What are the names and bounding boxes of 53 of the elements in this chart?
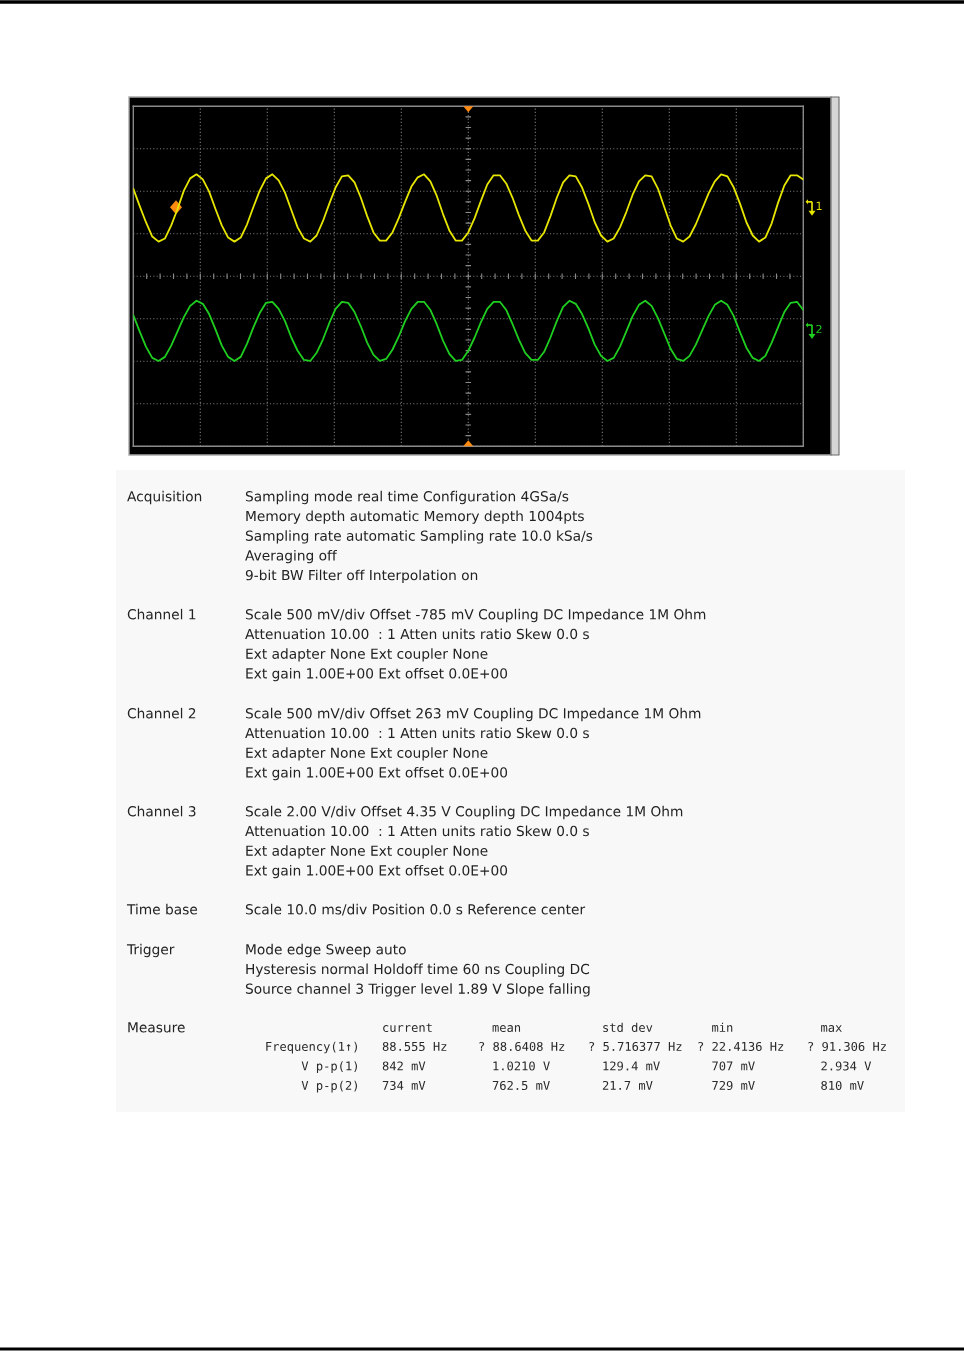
text: 734 mV	[382, 1080, 426, 1091]
text: 88.555 Hz	[382, 1041, 447, 1052]
text: Memory depth automatic Memory depth 1004pts	[246, 510, 584, 524]
text: Ext adapter None Ext coupler None	[246, 747, 488, 761]
text: Time base	[126, 903, 198, 915]
text: 810 mV	[821, 1080, 864, 1091]
text: ? 88.6408 Hz	[479, 1041, 565, 1052]
text: Attenuation 10.00 : 1 Atten units ratio Skew 0.0 s	[245, 825, 589, 837]
text: Attenuation 10.00 : 1 Atten units ratio Skew 0.0 s	[245, 727, 589, 739]
text: Ext adapter None Ext coupler None	[246, 845, 488, 859]
text: ? 5.716377 Hz	[589, 1041, 682, 1052]
text: 707 mV	[712, 1061, 755, 1071]
text: max	[821, 1025, 842, 1033]
text: 842 mV	[382, 1061, 426, 1071]
text: 2.934 V	[821, 1061, 872, 1071]
text: Channel 3	[127, 805, 196, 817]
text: Acquisition	[127, 490, 202, 505]
text: Averaging off	[245, 549, 337, 564]
text: Frequency(1↑)	[266, 1041, 357, 1054]
text: mean	[492, 1025, 521, 1033]
text: ? 91.306 Hz	[808, 1041, 886, 1052]
text: Scale 500 mV/div Offset 263 mV Coupling DC Impedance 1M Ohm	[245, 707, 701, 722]
text: V p-p(2)	[301, 1080, 357, 1093]
text: Scale 10.0 ms/div Position 0.0 s Reference center	[245, 903, 586, 916]
text: 129.4 mV	[603, 1061, 660, 1071]
text: Sampling rate automatic Sampling rate 10.0 kSa/s	[245, 530, 593, 544]
text: Ext gain 1.00E+00 Ext offset 0.0E+00	[246, 864, 508, 879]
text: V p-p(1)	[301, 1061, 357, 1073]
text: ? 22.4136 Hz	[698, 1041, 784, 1052]
text: Channel 1	[127, 608, 196, 620]
text: 9-bit BW Filter off Interpolation on	[245, 569, 478, 583]
text: 762.5 mV	[492, 1080, 550, 1091]
text: 729 mV	[712, 1080, 755, 1091]
text: Sampling mode real time Configuration 4GSa/s	[245, 490, 569, 505]
text: Measure	[128, 1022, 185, 1033]
text: Ext gain 1.00E+00 Ext offset 0.0E+00	[246, 667, 508, 682]
text: Attenuation 10.00 : 1 Atten units ratio Skew 0.0 s	[245, 628, 589, 640]
text: Channel 2	[127, 707, 196, 719]
text: Hysteresis normal Holdoff time 60 ns Coupling DC	[246, 963, 590, 977]
text: Scale 2.00 V/div Offset 4.35 V Coupling DC Impedance 1M Ohm	[245, 805, 683, 820]
text: std dev	[603, 1022, 653, 1033]
legend-label: 1	[816, 201, 822, 210]
text: current	[383, 1023, 432, 1033]
text: Trigger	[126, 943, 175, 958]
text: Mode edge Sweep auto	[246, 943, 406, 958]
legend-label: 2	[816, 324, 822, 334]
text: Ext gain 1.00E+00 Ext offset 0.0E+00	[246, 766, 508, 781]
text: 1.0210 V	[493, 1061, 550, 1071]
text: Scale 500 mV/div Offset -785 mV Coupling DC Impedance 1M Ohm	[245, 608, 706, 623]
text: min	[712, 1022, 733, 1032]
source-note: Source channel 3 Trigger level 1.89 V Slope falling	[245, 983, 590, 997]
text: Ext adapter None Ext coupler None	[246, 648, 488, 662]
text: 21.7 mV	[602, 1080, 653, 1090]
